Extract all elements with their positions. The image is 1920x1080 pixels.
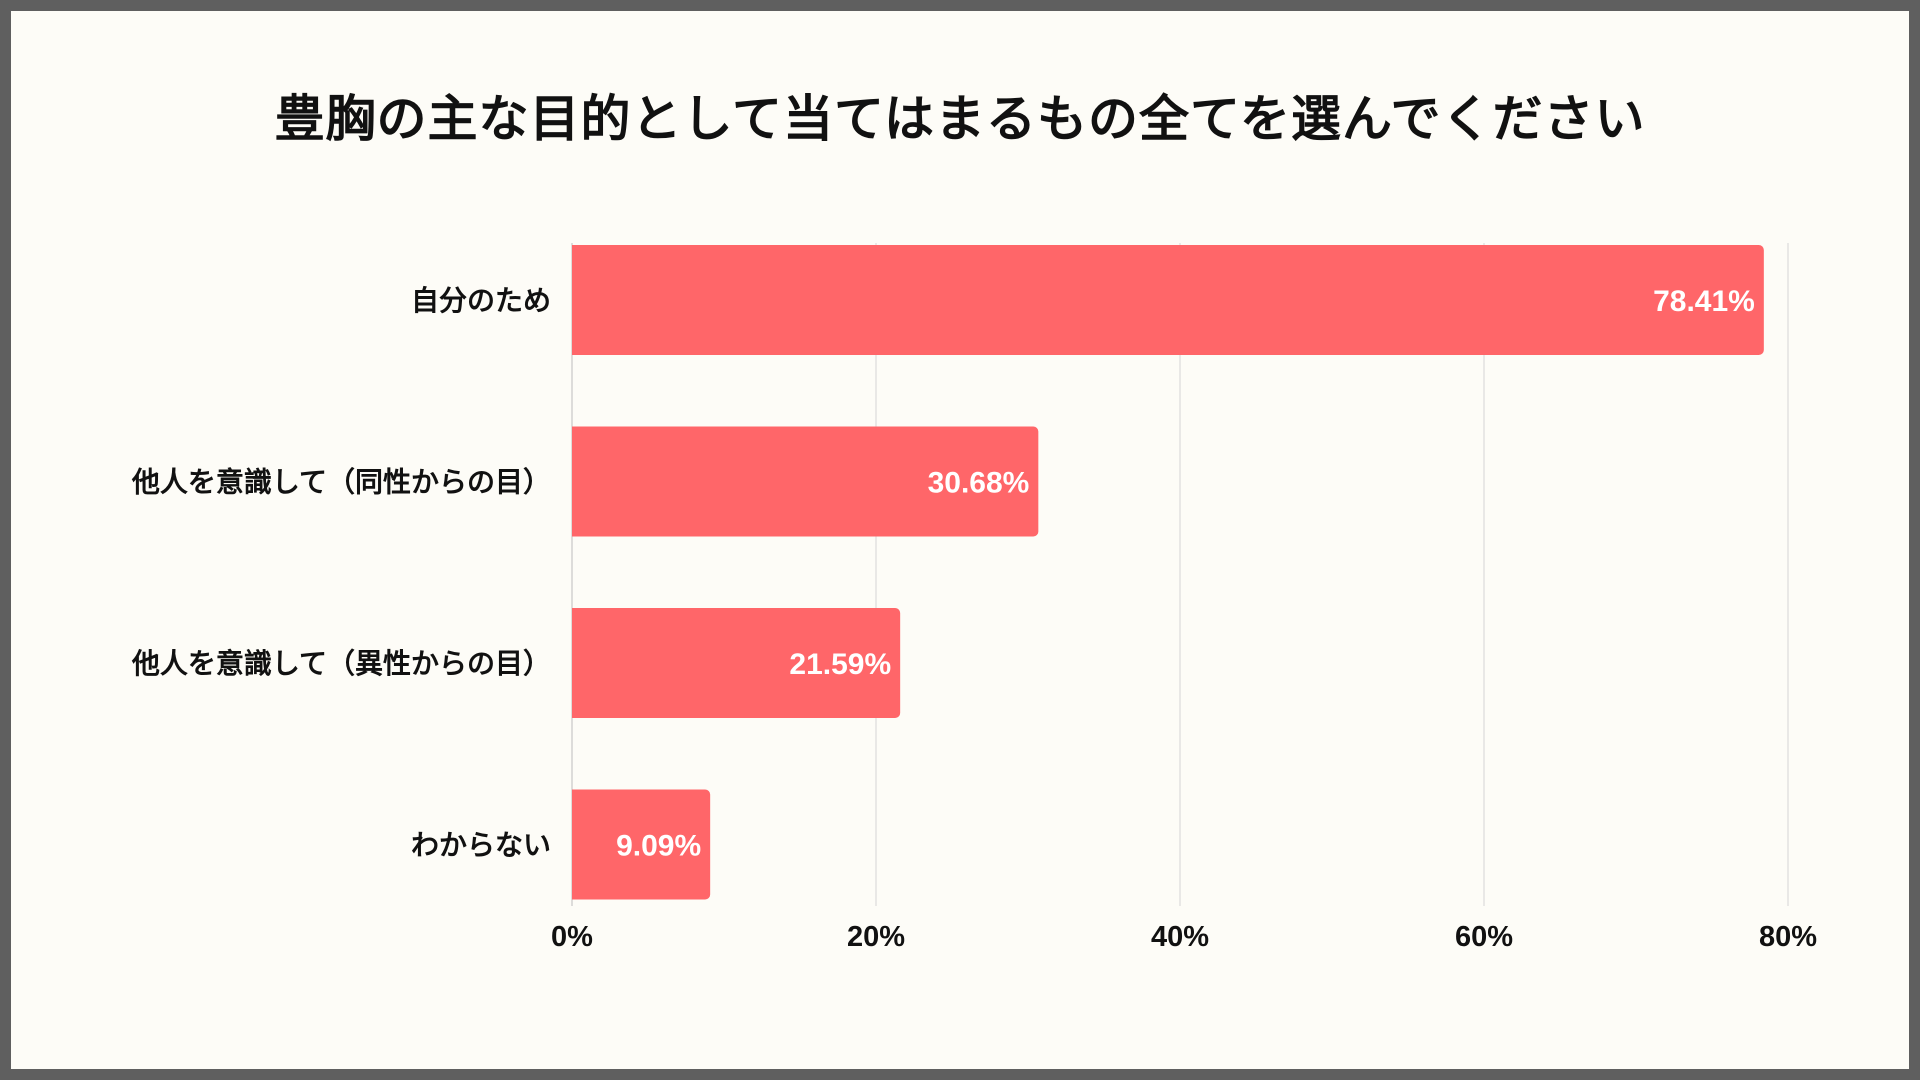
bars [572,245,1764,900]
category-label: 他人を意識して（異性からの目） [131,647,551,680]
value-label: 21.59% [789,648,891,681]
category-label: 自分のため [411,284,551,317]
bar [572,426,1039,537]
value-label: 9.09% [616,830,701,863]
bar [572,245,1764,355]
x-tick-label: 80% [1759,921,1817,953]
bar-base [572,245,578,355]
x-tick-label: 60% [1455,921,1513,953]
value-label: 30.68% [928,467,1030,500]
chart-title: 豊胸の主な目的として当てはまるもの全てを選んでください [274,90,1646,148]
chart-frame: 豊胸の主な目的として当てはまるもの全てを選んでください 0% 20% 40% 60% 8… [11,11,1909,1069]
bar-base [572,789,578,900]
bar-base [572,426,578,537]
labels: 0% 20% 40% 60% 80% 自分のため 78.41% 他人を意識して（同性からの目）… [131,284,1817,953]
value-label: 78.41% [1653,285,1755,318]
x-tick-label: 0% [551,921,593,953]
x-tick-label: 20% [847,921,905,953]
bar [572,608,901,718]
bar-base [572,608,578,718]
category-label: わからない [411,829,551,862]
category-label: 他人を意識して（同性からの目） [131,466,551,499]
x-tick-label: 40% [1151,921,1209,953]
bar-chart: 0% 20% 40% 60% 80% 自分のため 78.41% 他人を意識して（同性からの目）… [131,243,1817,953]
bar [572,789,711,900]
